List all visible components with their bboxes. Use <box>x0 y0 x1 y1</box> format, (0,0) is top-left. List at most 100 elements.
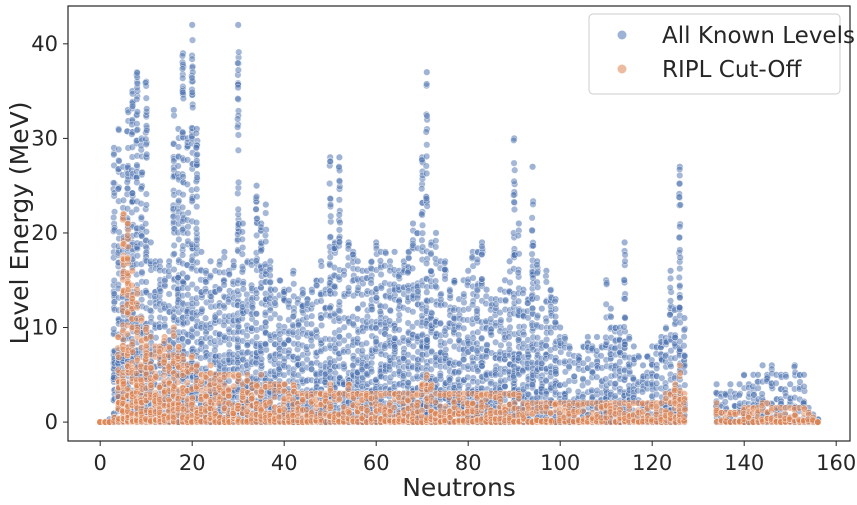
data-point <box>423 259 431 267</box>
data-point <box>514 269 522 277</box>
data-point <box>220 281 228 289</box>
data-point <box>161 315 169 323</box>
data-point <box>423 68 431 76</box>
data-point <box>395 311 403 319</box>
data-point <box>143 150 151 158</box>
data-point <box>621 295 629 303</box>
data-point <box>174 274 182 282</box>
data-point <box>534 283 542 291</box>
data-point <box>290 280 298 288</box>
data-point <box>603 280 611 288</box>
data-point <box>362 339 370 347</box>
data-point <box>134 126 142 134</box>
data-point <box>423 169 431 177</box>
data-point <box>551 313 559 321</box>
data-point <box>367 279 375 287</box>
data-point <box>427 267 435 275</box>
data-point <box>335 226 343 234</box>
data-point <box>110 290 118 298</box>
data-point <box>170 157 178 165</box>
data-point <box>327 233 335 241</box>
data-point <box>478 334 486 342</box>
data-point <box>142 201 150 209</box>
data-point <box>238 228 246 236</box>
data-point <box>192 225 200 233</box>
data-point <box>142 220 150 228</box>
data-point <box>188 74 196 82</box>
data-point <box>621 341 629 349</box>
data-point <box>174 162 182 170</box>
data-point <box>184 338 192 346</box>
data-point <box>419 221 427 229</box>
data-point <box>446 337 454 345</box>
data-point <box>497 341 505 349</box>
data-point <box>326 158 334 166</box>
data-point <box>621 251 629 259</box>
data-point <box>115 157 123 165</box>
data-point <box>528 227 536 235</box>
data-point <box>349 250 357 258</box>
data-point <box>538 305 546 313</box>
data-point <box>192 219 200 227</box>
data-point <box>534 312 542 320</box>
data-point <box>179 251 187 259</box>
data-point <box>132 205 140 213</box>
data-point <box>179 191 187 199</box>
data-point <box>239 219 247 227</box>
data-point <box>188 281 196 289</box>
data-point <box>409 219 417 227</box>
data-point <box>207 272 215 280</box>
data-point <box>454 368 462 376</box>
data-point <box>510 198 518 206</box>
data-point <box>262 226 270 234</box>
data-point <box>469 274 477 282</box>
data-point <box>230 262 238 270</box>
data-point <box>133 161 141 169</box>
data-point <box>133 108 141 116</box>
data-point <box>335 177 343 185</box>
data-point <box>133 95 141 103</box>
data-point <box>510 136 518 144</box>
data-point <box>220 253 228 261</box>
data-point <box>377 270 385 278</box>
data-point <box>189 68 197 76</box>
data-point <box>335 163 343 171</box>
data-point <box>335 298 343 306</box>
data-point <box>192 144 200 152</box>
data-point <box>336 219 344 227</box>
data-point <box>234 343 242 351</box>
data-point <box>432 237 440 245</box>
data-point <box>335 196 343 204</box>
data-point <box>253 310 261 318</box>
data-point <box>234 115 242 123</box>
data-point <box>184 291 192 299</box>
data-point <box>422 128 430 136</box>
data-point <box>510 191 518 199</box>
data-point <box>478 242 486 250</box>
data-point <box>193 203 201 211</box>
data-point <box>405 254 413 262</box>
data-point <box>147 238 155 246</box>
data-point <box>376 308 384 316</box>
data-point <box>114 185 122 193</box>
data-point <box>552 368 560 376</box>
data-point <box>170 112 178 120</box>
data-point <box>326 195 334 203</box>
data-point <box>262 209 270 217</box>
data-point <box>639 361 647 369</box>
data-point <box>345 284 353 292</box>
data-point <box>382 249 390 257</box>
data-point <box>386 306 394 314</box>
data-point <box>543 336 551 344</box>
data-point <box>262 238 270 246</box>
data-point <box>327 201 335 209</box>
data-point <box>528 250 536 258</box>
data-point <box>179 129 187 137</box>
data-point <box>183 274 191 282</box>
data-point <box>432 282 440 290</box>
data-point <box>253 333 261 341</box>
data-point <box>432 243 440 251</box>
data-point <box>423 141 431 149</box>
data-point <box>635 353 643 361</box>
